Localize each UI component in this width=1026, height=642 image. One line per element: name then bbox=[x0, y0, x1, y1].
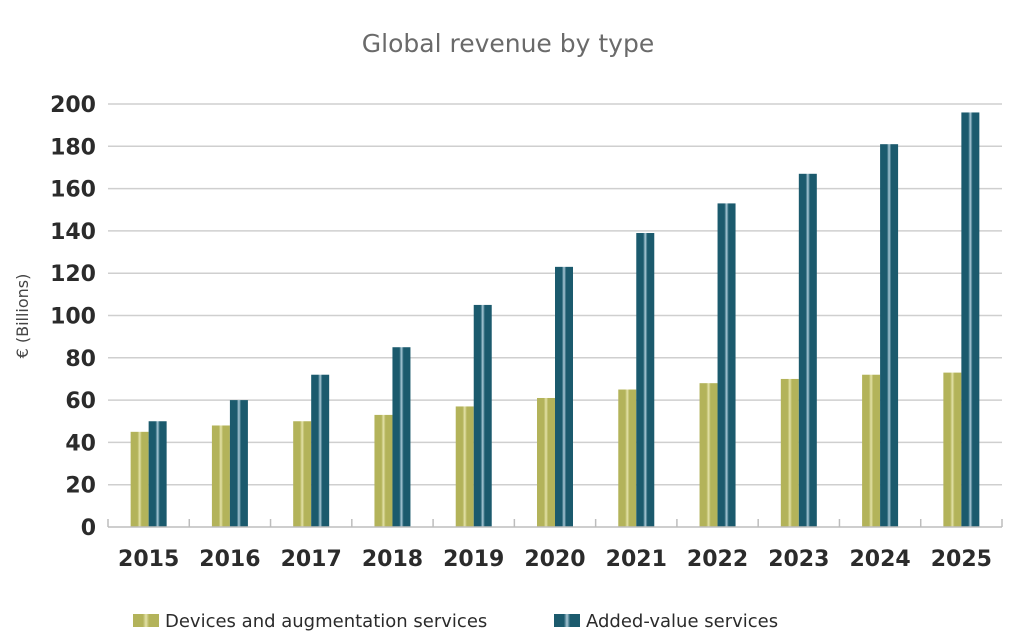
x-tick-label: 2024 bbox=[849, 547, 910, 572]
y-tick-label: 180 bbox=[50, 135, 96, 160]
bar-devices-2019 bbox=[455, 406, 474, 527]
x-tick-label: 2019 bbox=[443, 547, 504, 572]
x-tick-label: 2020 bbox=[524, 547, 585, 572]
bar-added-value-2022 bbox=[717, 203, 736, 527]
bar-devices-2015 bbox=[130, 431, 149, 527]
y-tick-label: 80 bbox=[65, 347, 96, 372]
bar-added-value-2020 bbox=[555, 266, 573, 527]
legend-label-added-value: Added-value services bbox=[586, 611, 778, 632]
bar-devices-2017 bbox=[293, 421, 312, 527]
y-tick-label: 60 bbox=[65, 389, 96, 414]
bar-devices-2021 bbox=[618, 389, 637, 527]
y-axis-ticks: 0 20 40 60 80 100 120 140 160 180 200 bbox=[50, 93, 96, 541]
bar-added-value-2023 bbox=[798, 173, 817, 528]
y-tick-label: 120 bbox=[50, 262, 96, 287]
y-tick-label: 20 bbox=[65, 474, 96, 499]
bar-added-value-2025 bbox=[961, 112, 980, 528]
legend-label-devices: Devices and augmentation services bbox=[165, 611, 487, 632]
x-axis-ticks: 2015 2016 2017 2018 2019 2020 2021 2022 2023 2024… bbox=[118, 547, 992, 572]
bar-added-value-2016 bbox=[229, 400, 248, 527]
bar-devices-2018 bbox=[374, 414, 393, 527]
bar-added-value-2017 bbox=[311, 374, 330, 527]
bar-devices-2022 bbox=[699, 383, 718, 527]
x-tick-label: 2018 bbox=[362, 547, 423, 572]
y-tick-label: 140 bbox=[50, 220, 96, 245]
y-tick-label: 100 bbox=[50, 305, 96, 330]
chart-title: Global revenue by type bbox=[362, 29, 654, 58]
bar-added-value-2021 bbox=[636, 233, 655, 527]
y-tick-label: 200 bbox=[50, 93, 96, 118]
y-tick-label: 0 bbox=[81, 516, 96, 541]
legend-swatch-devices bbox=[133, 614, 159, 627]
bar-added-value-2018 bbox=[392, 347, 411, 527]
x-tick-label: 2016 bbox=[199, 547, 260, 572]
bar-added-value-2019 bbox=[473, 304, 492, 527]
x-axis bbox=[107, 519, 1003, 528]
x-tick-label: 2017 bbox=[281, 547, 342, 572]
y-tick-label: 40 bbox=[65, 431, 96, 456]
bar-devices-2023 bbox=[780, 378, 799, 527]
y-tick-label: 160 bbox=[50, 178, 96, 203]
y-axis-label: € (Billions) bbox=[13, 274, 32, 359]
bar-added-value-2015 bbox=[148, 421, 167, 527]
x-tick-label: 2023 bbox=[768, 547, 829, 572]
x-tick-label: 2022 bbox=[687, 547, 748, 572]
bar-devices-2025 bbox=[943, 372, 962, 527]
bar-devices-2024 bbox=[862, 374, 881, 527]
bar-added-value-2024 bbox=[880, 144, 899, 527]
x-tick-label: 2021 bbox=[606, 547, 667, 572]
bar-devices-2016 bbox=[211, 425, 230, 527]
legend-swatch-added-value bbox=[554, 614, 580, 627]
x-tick-label: 2025 bbox=[931, 547, 992, 572]
x-tick-label: 2015 bbox=[118, 547, 179, 572]
bar-devices-2020 bbox=[537, 397, 555, 527]
legend: Devices and augmentation services Added-v… bbox=[133, 611, 778, 632]
bars bbox=[130, 112, 980, 528]
